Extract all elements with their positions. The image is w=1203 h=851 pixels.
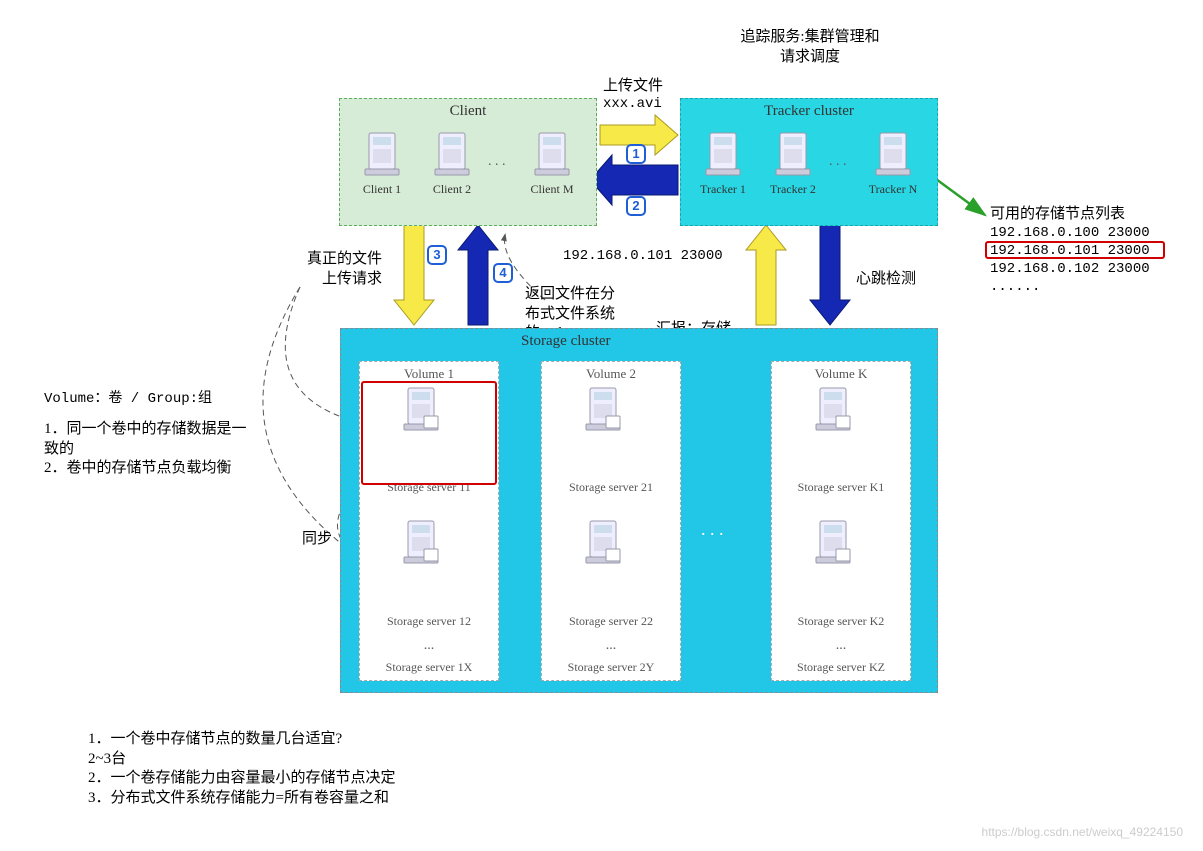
step-badge-1: 1: [626, 144, 646, 164]
storage-label: Storage server KZ: [772, 660, 910, 675]
step-badge-3: 3: [427, 245, 447, 265]
server-icon: [531, 129, 573, 177]
available-storage-title: 可用的存储节点列表: [990, 205, 1125, 225]
tracker-label: Tracker 2: [763, 182, 823, 197]
volume-title: Volume 1: [360, 366, 498, 382]
upload-filename: xxx.avi: [603, 96, 662, 112]
ellipsis: . . .: [701, 519, 724, 540]
server-icon: [872, 129, 914, 177]
ellipsis: ...: [772, 638, 910, 654]
storage-label: Storage server K1: [772, 480, 910, 495]
client-label: Client 2: [422, 182, 482, 197]
storage-cluster: Storage cluster Volume 1 Storage server …: [340, 328, 938, 693]
storage-list-highlight: [985, 241, 1165, 259]
storage-label: Storage server 12: [360, 614, 498, 629]
storage-label: Storage server 1X: [360, 660, 498, 675]
step-badge-2: 2: [626, 196, 646, 216]
server-icon: [702, 129, 744, 177]
real-upload-label: 真正的文件 上传请求: [262, 250, 382, 289]
server-icon: [812, 517, 854, 565]
storage-server-11-highlight: [361, 381, 497, 485]
server-icon: [400, 517, 442, 565]
ellipsis: ...: [360, 638, 498, 654]
volume-group-title: Volume：卷 / Group:组: [44, 387, 212, 407]
storage-label: Storage server 2Y: [542, 660, 680, 675]
ellipsis: . . .: [488, 154, 506, 170]
upload-file-label: 上传文件: [603, 77, 663, 97]
client-cluster-title: Client: [340, 103, 596, 120]
client-cluster: Client Client 1 Client 2 . . . Client M: [339, 98, 597, 226]
volume-k: Volume K Storage server K1 Storage serve…: [771, 361, 911, 681]
storage-list-2: 192.168.0.102 23000: [990, 261, 1150, 277]
server-icon: [582, 517, 624, 565]
server-icon: [812, 384, 854, 432]
heartbeat-label: 心跳检测: [856, 270, 916, 290]
storage-label: Storage server 21: [542, 480, 680, 495]
ellipsis: ...: [542, 638, 680, 654]
volume-notes: 1．同一个卷中的存储数据是一 致的 2．卷中的存储节点负载均衡: [44, 420, 304, 479]
volume-title: Volume 2: [542, 366, 680, 382]
tracker-label: Tracker N: [863, 182, 923, 197]
volume-2: Volume 2 Storage server 21 Storage serve…: [541, 361, 681, 681]
watermark-text: https://blog.csdn.net/weixq_49224150: [982, 825, 1183, 839]
tracker-cluster: Tracker cluster Tracker 1 Tracker 2 . . …: [680, 98, 938, 226]
volume-title: Volume K: [772, 366, 910, 382]
client-label: Client 1: [352, 182, 412, 197]
returned-ip: 192.168.0.101 23000: [563, 248, 723, 264]
tracker-cluster-title: Tracker cluster: [681, 103, 937, 120]
server-icon: [772, 129, 814, 177]
server-icon: [582, 384, 624, 432]
tracker-label: Tracker 1: [693, 182, 753, 197]
client-label: Client M: [522, 182, 582, 197]
tracker-service-note: 追踪服务:集群管理和 请求调度: [700, 28, 920, 67]
step-badge-4: 4: [493, 263, 513, 283]
ellipsis: . . .: [829, 154, 847, 170]
sync-label: 同步: [302, 530, 332, 550]
storage-list-0: 192.168.0.100 23000: [990, 225, 1150, 241]
storage-list-3: ......: [990, 279, 1040, 295]
storage-cluster-title: Storage cluster: [521, 333, 611, 350]
server-icon: [361, 129, 403, 177]
storage-label: Storage server K2: [772, 614, 910, 629]
bottom-notes: 1．一个卷中存储节点的数量几台适宜? 2~3台 2．一个卷存储能力由容量最小的存…: [88, 730, 588, 808]
storage-label: Storage server 22: [542, 614, 680, 629]
server-icon: [431, 129, 473, 177]
